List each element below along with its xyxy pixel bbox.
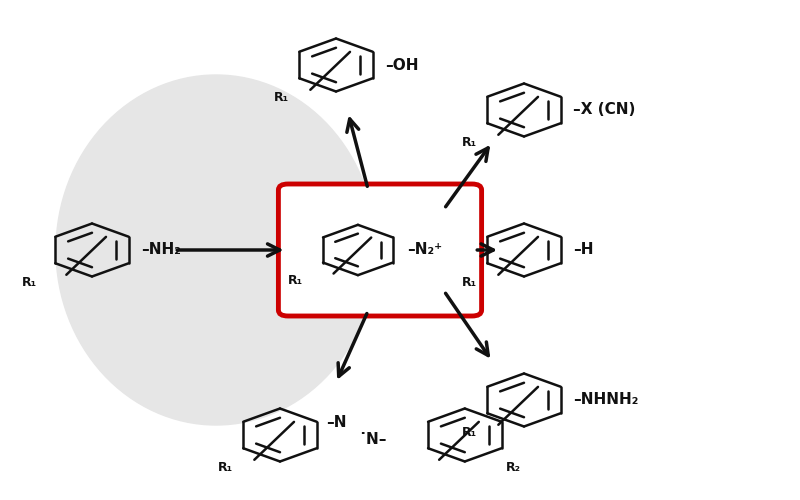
Text: R₁: R₁ xyxy=(462,276,477,289)
Text: –H: –H xyxy=(573,242,594,258)
Text: –X (CN): –X (CN) xyxy=(573,102,635,118)
Text: R₂: R₂ xyxy=(506,461,521,474)
Text: R₁: R₁ xyxy=(274,91,289,104)
Text: –OH: –OH xyxy=(385,58,418,72)
Text: –N: –N xyxy=(326,415,347,430)
Text: R₁: R₁ xyxy=(462,426,477,439)
Ellipse shape xyxy=(56,75,376,425)
Text: –N₂⁺: –N₂⁺ xyxy=(406,242,442,258)
Text: ̇N–: ̇N– xyxy=(366,432,387,448)
Text: R₁: R₁ xyxy=(462,136,477,149)
Text: –NH₂: –NH₂ xyxy=(141,242,181,258)
Text: R₁: R₁ xyxy=(218,461,233,474)
Text: R₁: R₁ xyxy=(22,276,37,289)
Text: R₁: R₁ xyxy=(288,274,303,287)
FancyBboxPatch shape xyxy=(278,184,482,316)
Text: –NHNH₂: –NHNH₂ xyxy=(573,392,638,407)
